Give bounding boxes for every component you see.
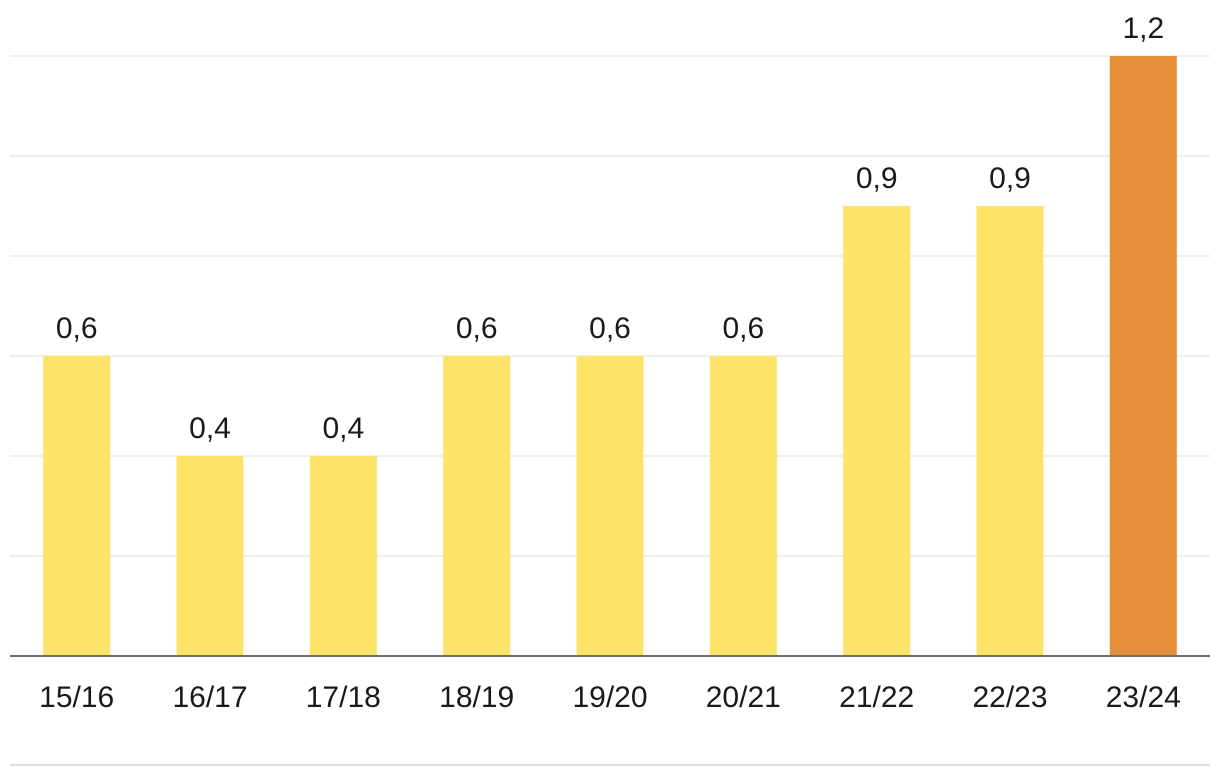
value-label-17-18: 0,4 (322, 412, 364, 445)
tick-label-15-16: 15/16 (39, 681, 114, 714)
bar-20-21 (709, 356, 777, 656)
bars (43, 56, 1177, 656)
tick-label-16-17: 16/17 (172, 681, 247, 714)
tick-label-23-24: 23/24 (1106, 681, 1181, 714)
bar-17-18 (309, 456, 377, 656)
tick-label-17-18: 17/18 (306, 681, 381, 714)
tick-label-21-22: 21/22 (839, 681, 914, 714)
value-label-23-24: 1,2 (1122, 12, 1164, 45)
bar-19-20 (576, 356, 644, 656)
bar-18-19 (443, 356, 511, 656)
value-label-15-16: 0,6 (56, 312, 98, 345)
x-axis-tick-labels: 15/16 16/17 17/18 18/19 19/20 20/21 21/22 22/23… (39, 681, 1181, 714)
tick-label-22-23: 22/23 (972, 681, 1047, 714)
value-label-21-22: 0,9 (856, 162, 898, 195)
value-label-19-20: 0,6 (589, 312, 631, 345)
bar-16-17 (176, 456, 244, 656)
value-labels: 0,6 0,4 0,4 0,6 0,6 0,6 0,9 0,9 1,2 (56, 12, 1164, 445)
value-label-18-19: 0,6 (456, 312, 498, 345)
bar-21-22 (843, 206, 911, 656)
tick-label-18-19: 18/19 (439, 681, 514, 714)
bar-15-16 (43, 356, 111, 656)
bar-22-23 (976, 206, 1044, 656)
value-label-16-17: 0,4 (189, 412, 231, 445)
bar-23-24 (1109, 56, 1177, 656)
value-label-22-23: 0,9 (989, 162, 1031, 195)
value-label-20-21: 0,6 (722, 312, 764, 345)
tick-label-19-20: 19/20 (572, 681, 647, 714)
tick-label-20-21: 20/21 (706, 681, 781, 714)
